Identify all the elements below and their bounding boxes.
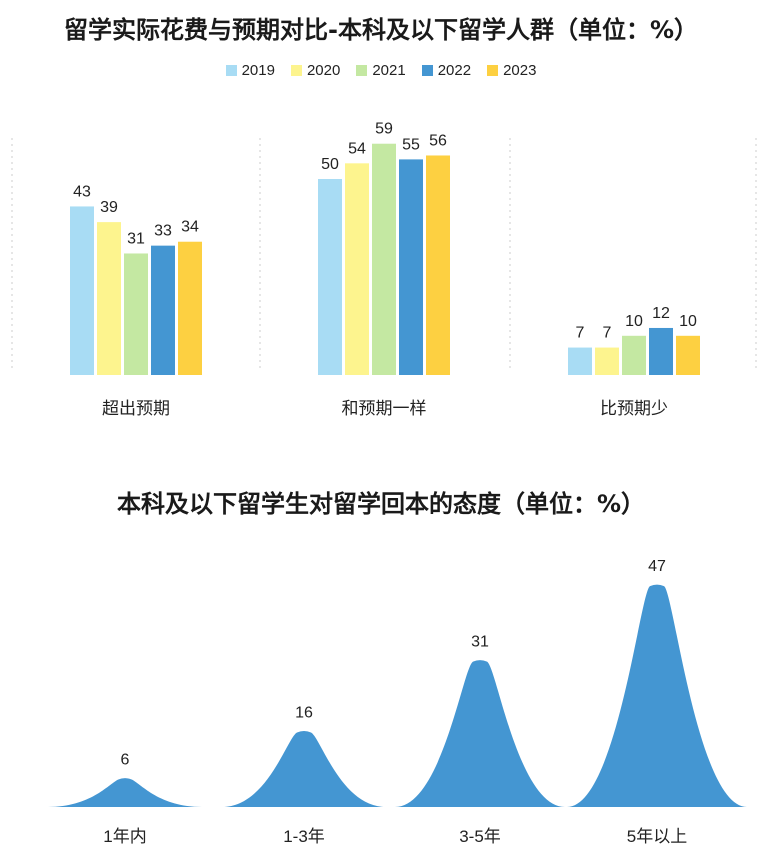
legend-label-2023: 2023: [503, 62, 537, 79]
bar-value-label: 39: [100, 199, 118, 216]
bar-2021-3: [622, 335, 646, 375]
legend-item-2020: 2020: [290, 62, 341, 79]
legend-label-2019: 2019: [241, 62, 275, 79]
peak-value-label: 31: [471, 634, 489, 651]
bar-2019-3: [568, 347, 592, 375]
peak-shape-4: [567, 584, 747, 807]
bar-value-label: 50: [321, 156, 339, 173]
payback-peak-chart: 6 1年内 16 1-3年 31 3-5年 47 5年以上: [48, 558, 747, 846]
bar-2019-1: [70, 206, 94, 375]
legend-swatch-2022: [421, 65, 433, 76]
category-label: 和预期一样: [342, 399, 427, 418]
category-label: 3-5年: [459, 827, 501, 846]
legend-item-2023: 2023: [487, 62, 536, 79]
bar-value-label: 54: [348, 140, 366, 157]
bar-2020-3: [595, 347, 619, 375]
spending-bar-chart: 43 39 31 33 34 超出预期 50 54 59 55 56 和预期一样 7 7 10 12 10 比预期…: [11, 121, 757, 418]
legend-label-2022: 2022: [437, 62, 472, 79]
bar-2022-2: [399, 159, 423, 375]
legend-label-2021: 2021: [372, 62, 406, 79]
category-label: 1年内: [103, 827, 146, 846]
bar-2019-2: [318, 179, 342, 375]
peak-shape-1: [48, 778, 202, 807]
bar-2023-2: [426, 155, 450, 375]
bar-value-label: 7: [603, 325, 612, 342]
bar-value-label: 43: [73, 183, 91, 200]
bar-2022-3: [649, 327, 673, 375]
peak-value-label: 6: [121, 752, 130, 769]
bar-value-label: 59: [375, 121, 393, 138]
bar-2020-2: [345, 163, 369, 375]
legend-item-2022: 2022: [421, 62, 472, 79]
bar-value-label: 7: [576, 325, 585, 342]
bar-2022-1: [151, 245, 175, 375]
legend-item-2019: 2019: [225, 62, 275, 79]
peak-value-label: 16: [295, 704, 313, 721]
bar-value-label: 10: [625, 313, 643, 330]
chart2-title: 本科及以下留学生对留学回本的态度（单位：%）: [116, 490, 646, 518]
category-label: 比预期少: [600, 399, 668, 418]
peak-value-label: 47: [648, 558, 666, 575]
category-label: 1-3年: [283, 827, 325, 846]
bar-2023-1: [178, 241, 202, 375]
legend-swatch-2020: [290, 65, 302, 76]
legend-item-2021: 2021: [356, 62, 406, 79]
bar-value-label: 56: [429, 132, 447, 149]
category-label: 超出预期: [102, 399, 170, 418]
legend-swatch-2023: [487, 65, 499, 76]
peak-shape-2: [222, 730, 386, 807]
peak-shape-3: [395, 660, 565, 807]
chart1-title: 留学实际花费与预期对比-本科及以下留学人群（单位：%）: [63, 16, 698, 44]
category-label: 5年以上: [627, 827, 687, 846]
legend-swatch-2019: [225, 65, 237, 76]
chart1-legend: 2019 2020 2021 2022 2023: [0, 62, 762, 79]
bar-value-label: 34: [181, 219, 199, 236]
bar-value-label: 31: [127, 230, 145, 247]
bar-value-label: 10: [679, 313, 697, 330]
bar-2021-2: [372, 143, 396, 375]
bar-value-label: 33: [154, 223, 172, 240]
bar-2021-1: [124, 253, 148, 375]
bar-value-label: 55: [402, 136, 420, 153]
legend-swatch-2021: [356, 65, 368, 76]
bar-2020-1: [97, 222, 121, 375]
legend-label-2020: 2020: [306, 62, 341, 79]
bar-2023-3: [676, 335, 700, 375]
bar-value-label: 12: [652, 305, 670, 322]
